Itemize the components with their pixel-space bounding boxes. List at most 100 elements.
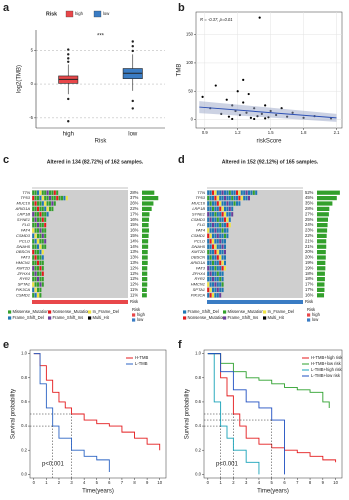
- outlier: [131, 107, 134, 110]
- point: [231, 117, 234, 121]
- gene-label: MUC16: [191, 201, 205, 206]
- percent-label: 23%: [305, 228, 314, 233]
- freq-bar: [317, 223, 328, 228]
- mutation-cell: [219, 201, 222, 206]
- x-tick-label: 2: [58, 480, 61, 485]
- mutation-cell: [209, 190, 212, 195]
- percent-label: 17%: [305, 282, 314, 287]
- mutation-cell: [212, 233, 214, 239]
- mutation-cell: [65, 195, 68, 201]
- mutation-cell: [209, 201, 212, 206]
- mutation-cell: [41, 244, 44, 249]
- mutation-cell: [44, 233, 47, 239]
- freq-bar: [317, 282, 325, 287]
- x-tick-label: 5: [271, 480, 274, 485]
- percent-label: 19%: [305, 265, 314, 270]
- mutation-cell: [216, 287, 219, 293]
- mutation-cell: [233, 201, 236, 206]
- percent-label: 16%: [305, 292, 314, 297]
- mutation-cell: [219, 206, 222, 212]
- mutation-cell: [238, 190, 241, 195]
- mutation-cell: [61, 195, 63, 201]
- mutation-cell: [212, 217, 214, 222]
- mutation-cell: [226, 201, 229, 206]
- mutation-cell: [41, 217, 44, 222]
- legend-label: Multi_Hit: [93, 315, 110, 320]
- mutation-cell: [221, 217, 224, 222]
- percent-label: 27%: [305, 211, 314, 216]
- mutation-cell: [46, 212, 49, 217]
- mutation-cell: [226, 206, 229, 212]
- mutation-cell: [216, 190, 219, 195]
- mutation-cell: [41, 266, 44, 271]
- mutation-cell: [245, 190, 248, 195]
- mutation-cell: [32, 266, 35, 271]
- mutation-cell: [209, 282, 212, 287]
- freq-bar: [317, 239, 327, 244]
- mutation-cell: [224, 260, 226, 266]
- gene-label: PIK3CA: [16, 287, 31, 292]
- mutation-cell: [39, 239, 42, 244]
- outlier: [131, 45, 134, 48]
- mutation-cell: [49, 195, 51, 201]
- x-tick-label: 9: [146, 480, 149, 485]
- outlier: [67, 53, 70, 56]
- panel-letter: d: [178, 154, 185, 166]
- mutation-cell: [46, 201, 49, 206]
- gene-label: CSMD3: [16, 233, 31, 238]
- gene-label: HMCN1: [191, 282, 205, 287]
- y-tick-label: 1.0: [21, 351, 27, 356]
- mutation-cell: [39, 206, 42, 212]
- mutation-cell: [39, 212, 42, 217]
- legend-swatch: [307, 318, 311, 322]
- mutation-cell: [34, 190, 37, 195]
- mutation-cell: [228, 212, 231, 217]
- mutation-cell: [248, 190, 250, 195]
- legend-swatch: [263, 316, 267, 320]
- gene-label: FAT4: [21, 228, 31, 233]
- mutation-cell: [34, 276, 37, 282]
- panel-letter: f: [178, 339, 182, 351]
- mutation-cell: [226, 228, 229, 233]
- mutation-cell: [37, 276, 39, 282]
- mutation-cell: [209, 233, 212, 239]
- mutation-cell: [32, 255, 35, 260]
- legend-label: L-TMB+high risk: [311, 367, 343, 372]
- gene-label: CSMD1: [191, 233, 205, 238]
- gene-label: SPTA1: [193, 287, 205, 292]
- y-tick-label: 5: [31, 47, 34, 52]
- mutation-cell: [224, 190, 226, 195]
- mutation-cell: [221, 249, 224, 255]
- mutation-cell: [214, 244, 217, 249]
- x-tick-label: 9: [322, 480, 325, 485]
- mutation-cell: [221, 201, 224, 206]
- x-tick-label: 6: [108, 480, 111, 485]
- survival-curve: [207, 353, 260, 475]
- mutation-cell: [34, 222, 37, 228]
- freq-bar: [142, 293, 147, 298]
- x-axis-label: riskScore: [256, 139, 282, 145]
- gene-label: DNAH5: [16, 244, 30, 249]
- mutation-cell: [34, 255, 37, 260]
- mutation-cell: [41, 222, 44, 228]
- plot-frame: [29, 349, 167, 479]
- survival-curve: [207, 353, 330, 408]
- mutation-cell: [44, 212, 47, 217]
- mutation-cell: [34, 244, 37, 249]
- mutation-cell: [231, 212, 234, 217]
- risk-bar-label: Risk: [305, 299, 314, 304]
- gene-label: ARID1A: [15, 206, 31, 211]
- legend-title: Risk: [46, 11, 57, 17]
- mutation-cell: [224, 201, 226, 206]
- panel-letter: a: [3, 2, 10, 14]
- mutation-cell: [214, 249, 217, 255]
- mutation-cell: [41, 249, 44, 255]
- mutation-cell: [216, 195, 219, 201]
- point: [242, 78, 245, 82]
- mutation-cell: [212, 190, 214, 195]
- point: [227, 115, 231, 118]
- mutation-cell: [34, 195, 37, 201]
- x-tick-label: 8: [309, 480, 312, 485]
- gene-label: ZFHX4: [191, 271, 205, 276]
- mutation-cell: [39, 201, 42, 206]
